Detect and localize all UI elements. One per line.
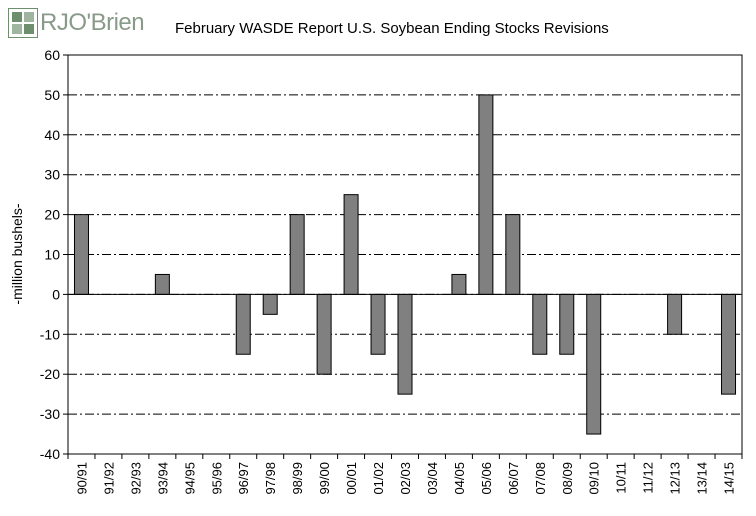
axes	[63, 54, 743, 459]
x-tick-label: 02/03	[398, 462, 413, 495]
rjo-logo-mark-icon	[8, 8, 38, 38]
brand-name: RJO'Brien	[40, 9, 145, 36]
y-tick-label: -20	[40, 366, 60, 382]
bar-00-01	[343, 194, 359, 295]
bar-14-15	[721, 293, 737, 395]
x-tick-label: 99/00	[317, 462, 332, 495]
y-tick-label: 10	[44, 247, 60, 263]
x-tick-label: 96/97	[236, 462, 251, 495]
bar-98-99	[289, 214, 305, 295]
x-tick-label: 05/06	[479, 462, 494, 495]
y-tick-label: 50	[44, 87, 60, 103]
x-tick-label: 08/09	[560, 462, 575, 495]
bar-09-10	[586, 293, 602, 435]
x-tick-label: 10/11	[614, 462, 629, 494]
x-tick-label: 13/14	[695, 462, 710, 495]
bar-99-00	[316, 293, 332, 375]
y-tick-label: 20	[44, 207, 60, 223]
x-tick-label: 95/96	[209, 462, 224, 495]
x-tick-label: 94/95	[182, 462, 197, 495]
bar-07-08	[532, 293, 548, 355]
x-tick-label: 11/12	[641, 462, 656, 494]
bar-90-91	[73, 214, 89, 295]
bar-05-06	[478, 94, 494, 295]
bar-01-02	[370, 293, 386, 355]
x-tick-label: 90/91	[74, 462, 89, 495]
chart-title: February WASDE Report U.S. Soybean Endin…	[175, 20, 609, 37]
x-tick-label: 04/05	[452, 462, 467, 495]
y-tick-label: -40	[40, 446, 60, 462]
x-tick-label: 91/92	[101, 462, 116, 495]
x-tick-label: 09/10	[587, 462, 602, 495]
x-tick-label: 00/01	[344, 462, 359, 495]
bar-06-07	[505, 214, 521, 295]
brand-logo: RJO'Brien	[8, 8, 145, 38]
bar-12-13	[667, 293, 683, 335]
bar-08-09	[559, 293, 575, 355]
x-tick-label: 97/98	[263, 462, 278, 495]
y-tick-label: 60	[44, 47, 60, 63]
y-tick-label: 30	[44, 167, 60, 183]
bar-93-94	[154, 273, 170, 295]
x-tick-label: 06/07	[506, 462, 521, 495]
x-tick-label: 98/99	[290, 462, 305, 495]
bar-97-98	[262, 293, 278, 315]
y-axis-label: -million bushels-	[9, 203, 25, 304]
bar-02-03	[397, 293, 413, 395]
x-tick-label: 03/04	[425, 462, 440, 495]
bar-series	[73, 94, 737, 435]
y-tick-label: -10	[40, 326, 60, 342]
y-tick-labels: 60 50 40 30 20 10 0 -10 -20 -30 -40	[40, 47, 60, 462]
y-tick-label: 0	[52, 286, 60, 302]
x-tick-label: 92/93	[128, 462, 143, 495]
x-tick-label: 12/13	[668, 462, 683, 495]
x-tick-labels: 90/91 91/92 92/93 93/94 94/95 95/96 96/97 97/98…	[74, 462, 736, 495]
x-tick-label: 93/94	[155, 462, 170, 495]
bar-96-97	[235, 293, 251, 355]
bar-04-05	[451, 273, 467, 295]
x-tick-label: 07/08	[533, 462, 548, 495]
y-tick-label: -30	[40, 406, 60, 422]
x-tick-label: 01/02	[371, 462, 386, 495]
x-tick-label: 14/15	[722, 462, 737, 495]
y-tick-label: 40	[44, 127, 60, 143]
